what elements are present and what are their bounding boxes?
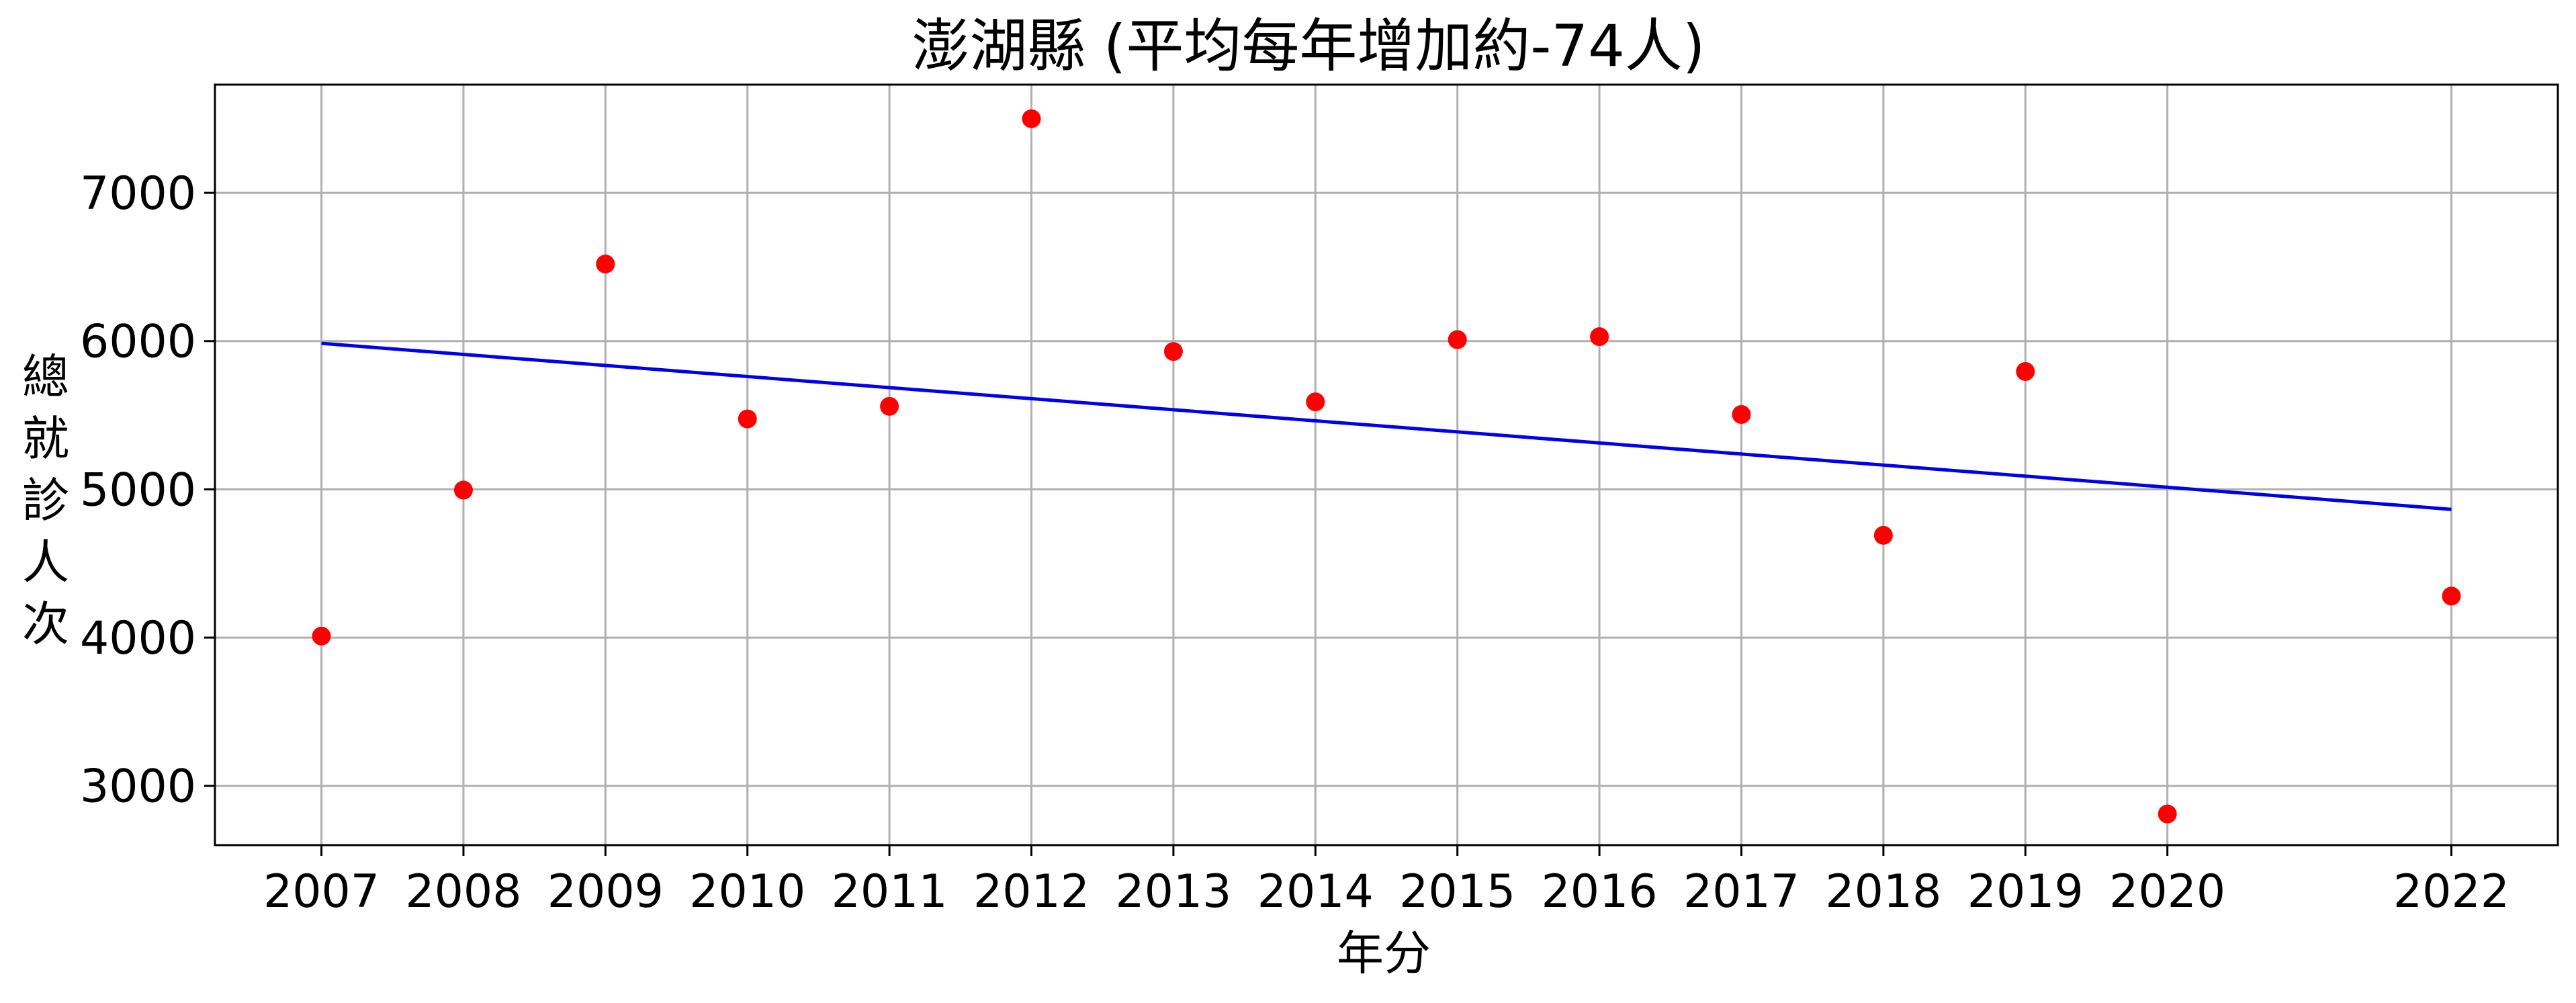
y-axis-label-char: 就 (22, 411, 69, 466)
data-point-2011 (880, 396, 899, 416)
y-tick-label-3000: 3000 (80, 760, 196, 814)
x-tick-label-2020: 2020 (2109, 865, 2225, 918)
data-point-2008 (453, 480, 473, 500)
x-tick-label-2018: 2018 (1825, 865, 1941, 918)
x-tick-label-2019: 2019 (1967, 865, 2084, 918)
x-tick-label-2012: 2012 (973, 865, 1090, 918)
x-tick-label-2010: 2010 (689, 865, 805, 918)
data-point-2010 (738, 409, 757, 429)
x-tick-label-2009: 2009 (547, 865, 664, 918)
x-tick-label-2016: 2016 (1542, 865, 1658, 918)
data-point-2020 (2158, 804, 2177, 824)
y-ticks: 3000 4000 5000 6000 7000 (80, 167, 215, 814)
plot-frame (214, 83, 2559, 846)
y-tick-label-5000: 5000 (80, 464, 196, 517)
x-tick-label-2011: 2011 (832, 865, 948, 918)
y-axis-label-char: 人 (22, 535, 69, 590)
data-point-2014 (1306, 392, 1325, 412)
x-tick-label-2015: 2015 (1399, 865, 1515, 918)
data-point-2015 (1448, 330, 1467, 349)
data-point-2016 (1590, 327, 1609, 347)
x-tick-label-2022: 2022 (2393, 865, 2510, 918)
x-axis-label: 年分 (1337, 926, 1431, 981)
data-points (312, 109, 2461, 824)
data-point-2022 (2442, 586, 2461, 606)
data-point-2007 (312, 626, 331, 646)
y-axis-label-char: 次 (22, 597, 69, 652)
y-tick-label-4000: 4000 (80, 612, 196, 665)
x-ticks: 2007 2008 2009 2010 2011 2012 2013 2014 2015 2016… (263, 845, 2510, 918)
x-tick-label-2007: 2007 (263, 865, 380, 918)
chart-title: 澎湖縣 (平均每年增加約-74人) (912, 13, 1705, 80)
x-tick-label-2014: 2014 (1257, 865, 1374, 918)
grid (215, 85, 2558, 845)
data-point-2012 (1022, 109, 1041, 128)
y-tick-label-6000: 6000 (80, 316, 196, 369)
trend-line (321, 341, 2452, 511)
data-point-2018 (1873, 525, 1893, 545)
data-point-2013 (1163, 342, 1183, 361)
data-point-2017 (1732, 404, 1751, 424)
y-axis-label-char: 診 (22, 473, 69, 528)
trend (321, 341, 2452, 511)
x-tick-label-2013: 2013 (1115, 865, 1231, 918)
y-tick-label-7000: 7000 (80, 167, 196, 220)
x-tick-label-2008: 2008 (405, 865, 521, 918)
data-point-2019 (2016, 361, 2035, 381)
x-tick-label-2017: 2017 (1683, 865, 1800, 918)
data-point-2009 (596, 255, 615, 274)
y-axis-label-char: 總 (22, 349, 69, 404)
